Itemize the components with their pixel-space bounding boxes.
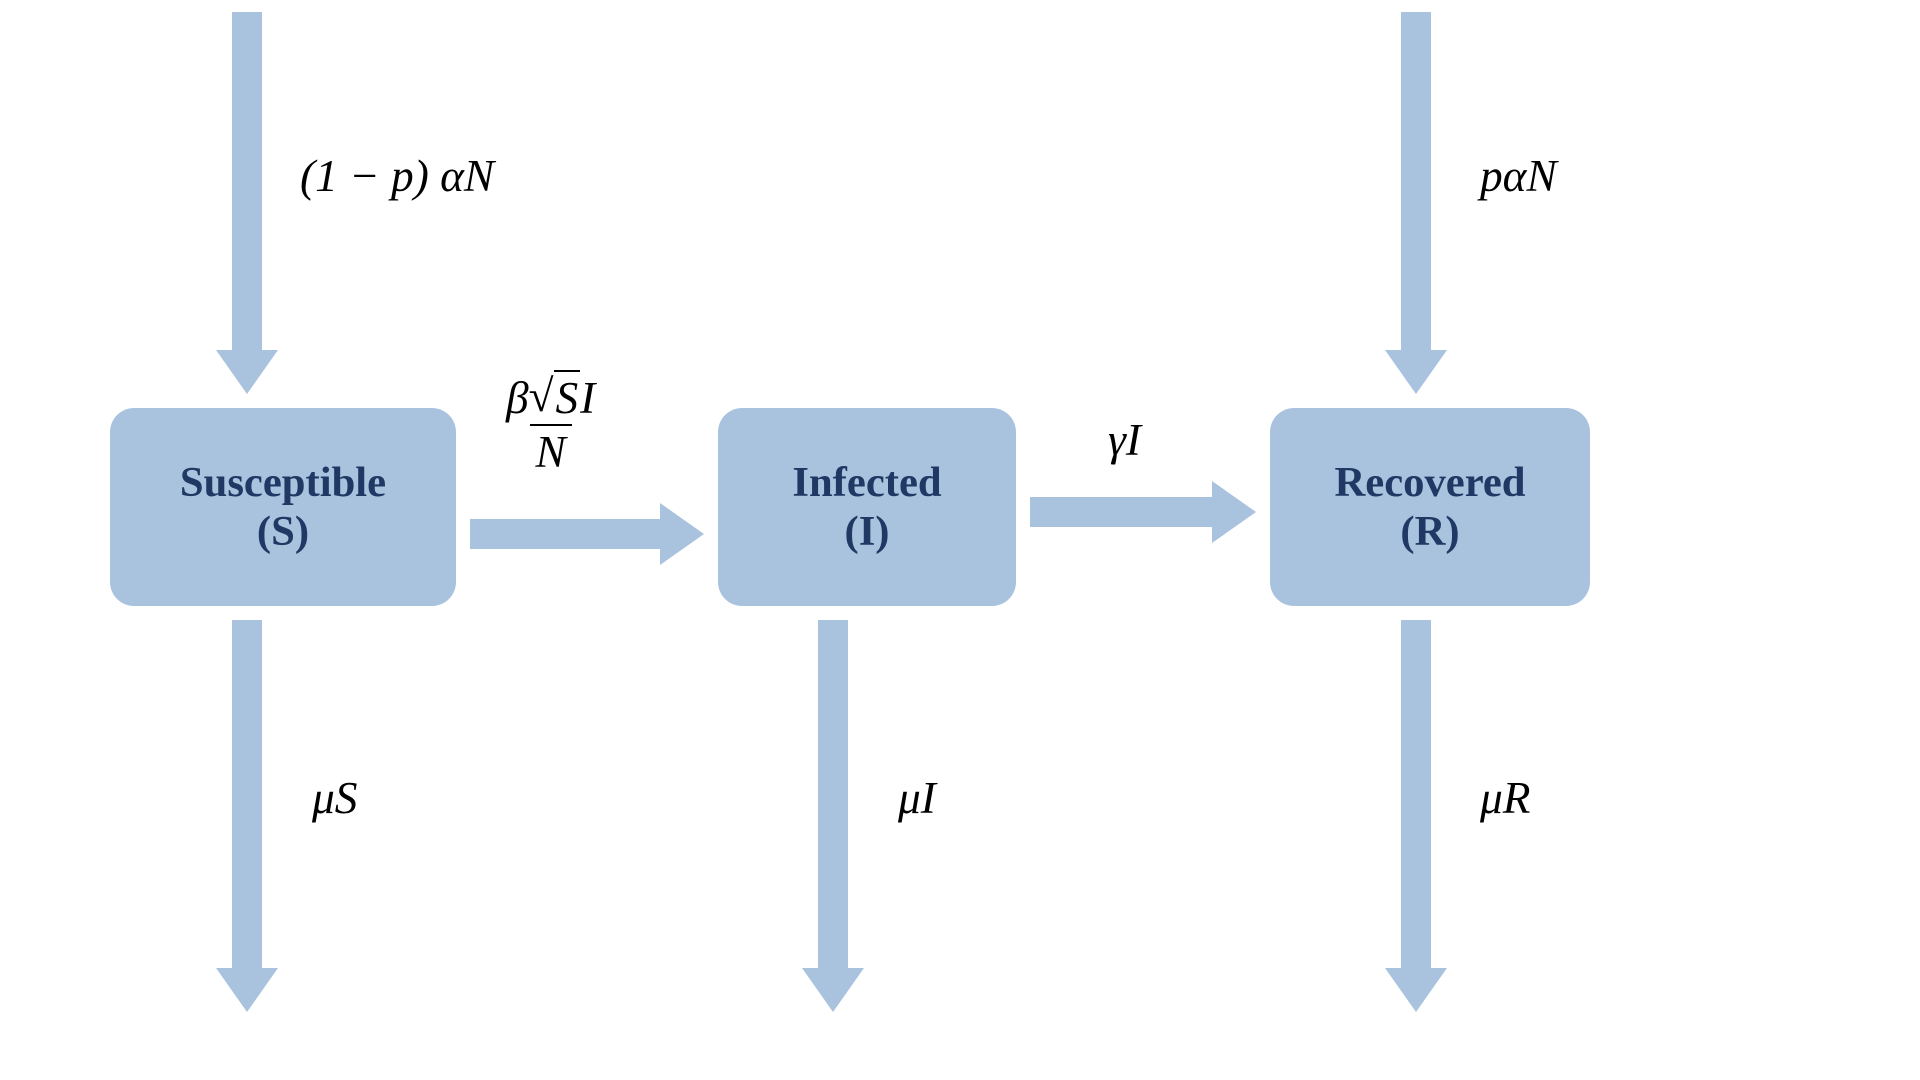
node-subtitle: (S) bbox=[257, 507, 309, 556]
sir-diagram: Susceptible (S) Infected (I) Recovered (… bbox=[0, 0, 1920, 1080]
node-recovered: Recovered (R) bbox=[1270, 408, 1590, 606]
arrow-death-from-S bbox=[216, 620, 278, 1012]
node-subtitle: (R) bbox=[1400, 507, 1459, 556]
label-outflow-S: μS bbox=[312, 772, 357, 824]
label-inflow-R: pαN bbox=[1480, 150, 1557, 202]
label-transition-IR: γI bbox=[1108, 414, 1141, 466]
node-title: Recovered bbox=[1334, 458, 1525, 507]
arrow-birth-to-R bbox=[1385, 12, 1447, 394]
node-title: Susceptible bbox=[180, 458, 386, 507]
arrow-death-from-R bbox=[1385, 620, 1447, 1012]
label-inflow-S: (1 − p) αN bbox=[300, 150, 494, 202]
label-transition-SI: βSI N bbox=[500, 370, 601, 478]
label-outflow-I: μI bbox=[898, 772, 936, 824]
arrow-I-to-R bbox=[1030, 481, 1256, 543]
node-title: Infected bbox=[792, 458, 941, 507]
node-infected: Infected (I) bbox=[718, 408, 1016, 606]
node-susceptible: Susceptible (S) bbox=[110, 408, 456, 606]
arrow-birth-to-S bbox=[216, 12, 278, 394]
node-subtitle: (I) bbox=[844, 507, 889, 556]
arrow-S-to-I bbox=[470, 503, 704, 565]
arrow-death-from-I bbox=[802, 620, 864, 1012]
label-outflow-R: μR bbox=[1480, 772, 1530, 824]
